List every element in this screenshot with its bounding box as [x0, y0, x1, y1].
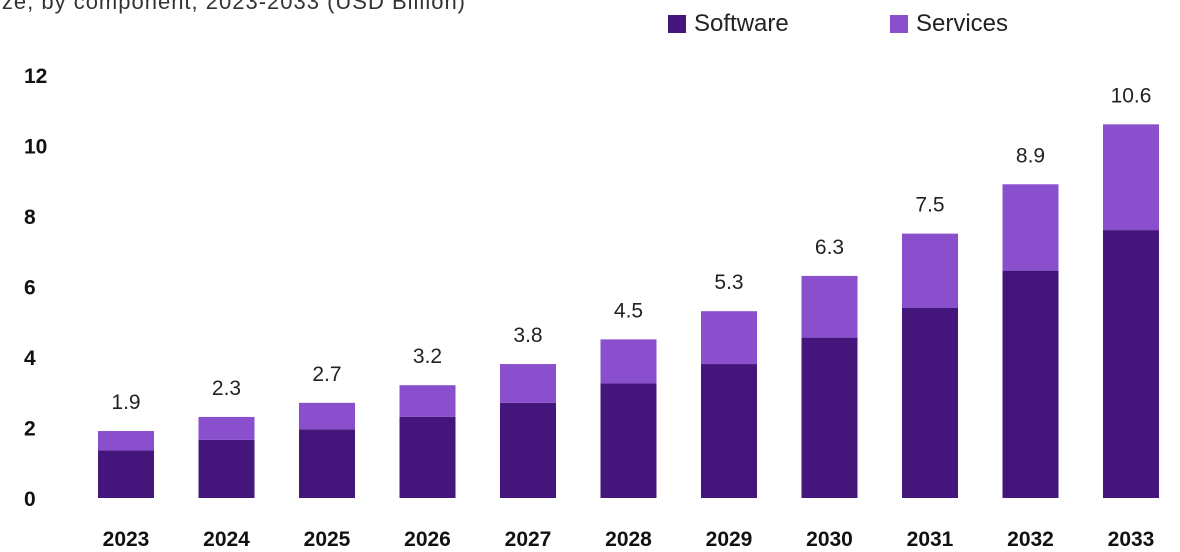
chart-title-partial: ize, by component, 2023-2033 (USD Billio…	[0, 0, 467, 14]
data-label-total: 4.5	[614, 299, 643, 322]
bar-services	[701, 311, 757, 365]
bar-services	[1103, 124, 1159, 231]
bar-software	[1002, 270, 1059, 498]
legend-swatch-software	[668, 15, 686, 33]
data-label-total: 7.5	[915, 194, 944, 217]
legend-item-services: Services	[890, 10, 1008, 38]
bar-software	[600, 383, 657, 498]
bar-software	[98, 450, 154, 498]
legend-item-software: Software	[668, 10, 789, 38]
bar-software	[701, 364, 757, 498]
y-tick-label: 2	[24, 418, 36, 441]
x-tick-label: 2033	[1108, 528, 1155, 551]
x-tick-label: 2030	[806, 528, 853, 551]
bar-services	[399, 385, 456, 417]
data-label-total: 5.3	[714, 271, 743, 294]
bar-services	[500, 364, 556, 403]
bar-software	[500, 402, 556, 498]
data-label-total: 6.3	[815, 236, 844, 259]
x-tick-label: 2029	[706, 528, 753, 551]
legend-label-services: Services	[916, 10, 1009, 37]
y-tick-label: 0	[24, 488, 36, 511]
data-label-total: 3.8	[513, 324, 542, 347]
bar-services	[902, 233, 958, 308]
bar-services	[801, 275, 858, 338]
legend-swatch-services	[890, 15, 908, 33]
x-tick-label: 2027	[505, 528, 552, 551]
data-label-total: 2.7	[312, 363, 341, 386]
x-tick-label: 2028	[605, 528, 652, 551]
data-label-total: 10.6	[1111, 84, 1152, 107]
legend-label-software: Software	[694, 10, 789, 37]
x-tick-label: 2025	[304, 528, 351, 551]
x-tick-label: 2023	[103, 528, 150, 551]
bar-services	[600, 339, 657, 384]
bar-software	[801, 337, 858, 498]
bar-software	[399, 416, 456, 498]
y-tick-label: 8	[24, 206, 36, 229]
data-label-total: 3.2	[413, 345, 442, 368]
bar-software	[902, 307, 958, 498]
bar-services	[198, 416, 255, 440]
bar-services	[1002, 184, 1059, 271]
data-label-total: 1.9	[111, 391, 140, 414]
data-label-total: 8.9	[1016, 144, 1045, 167]
y-tick-label: 6	[24, 277, 36, 300]
x-tick-label: 2026	[404, 528, 451, 551]
bar-software	[198, 439, 255, 498]
bar-software	[1103, 230, 1159, 498]
x-tick-label: 2032	[1007, 528, 1054, 551]
bar-services	[299, 402, 355, 430]
data-label-total: 2.3	[212, 377, 241, 400]
x-tick-label: 2024	[203, 528, 250, 551]
x-tick-label: 2031	[907, 528, 954, 551]
y-tick-label: 4	[24, 347, 36, 370]
y-tick-label: 12	[24, 65, 47, 88]
bar-software	[299, 429, 355, 498]
bar-services	[98, 431, 154, 451]
y-tick-label: 10	[24, 136, 47, 159]
